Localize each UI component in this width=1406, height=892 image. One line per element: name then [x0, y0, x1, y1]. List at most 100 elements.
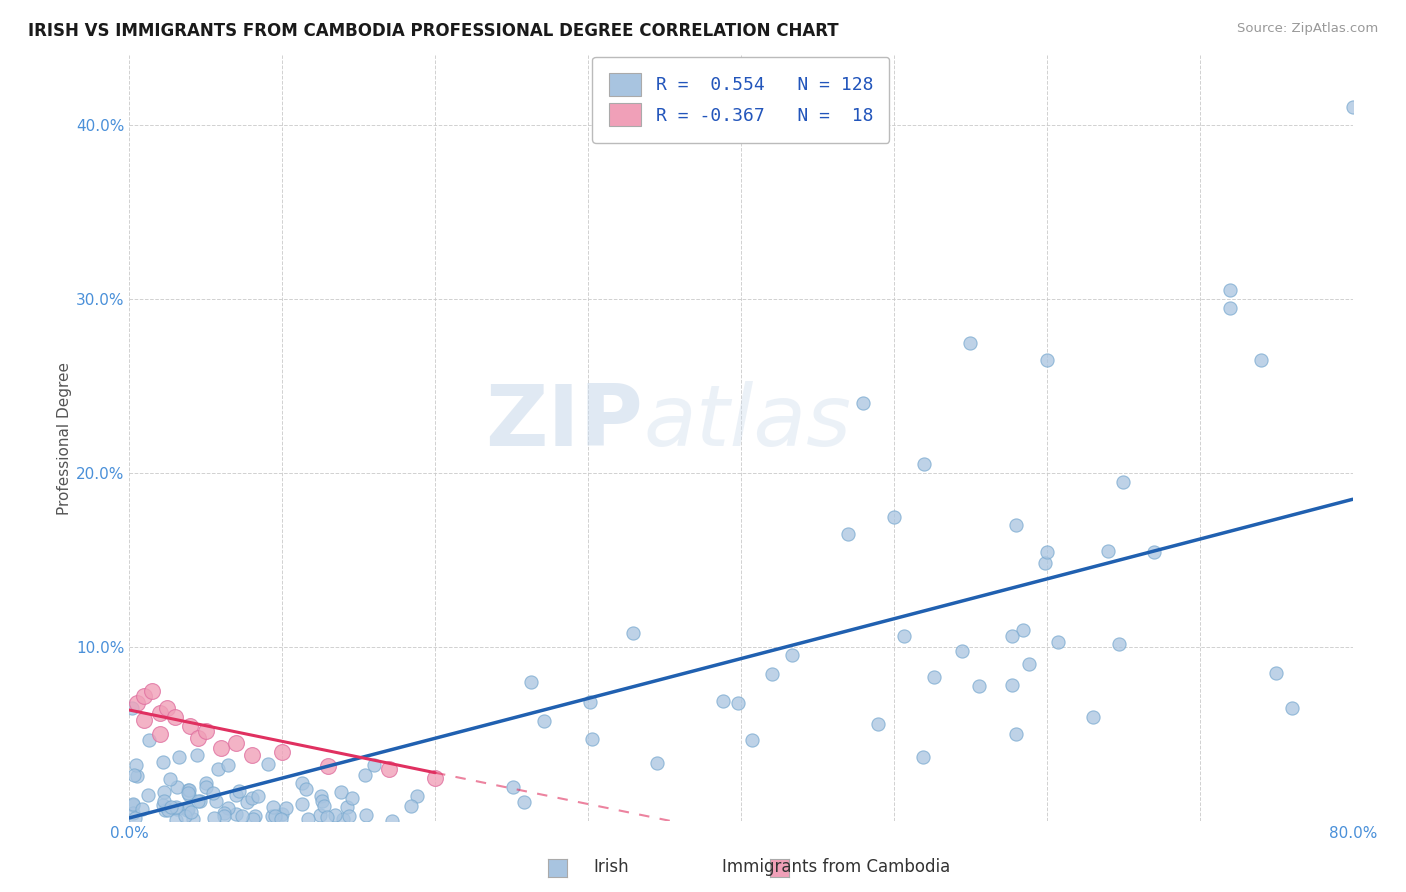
Point: [122, 797, 145, 811]
Point: [780, 648, 803, 662]
Point: [711, 694, 734, 708]
Point: [868, 716, 890, 731]
Point: [1112, 475, 1135, 489]
Point: [741, 732, 763, 747]
Point: [202, 811, 225, 825]
Point: [166, 802, 188, 816]
Point: [188, 793, 211, 807]
Point: [177, 801, 200, 815]
Point: [336, 799, 359, 814]
Point: [893, 628, 915, 642]
Point: [212, 809, 235, 823]
Point: [212, 806, 235, 821]
Point: [217, 801, 239, 815]
Point: [423, 771, 446, 785]
Point: [1001, 678, 1024, 692]
Point: [1036, 544, 1059, 558]
Point: [165, 813, 187, 827]
Point: [231, 809, 253, 823]
Point: [149, 727, 172, 741]
Point: [354, 768, 377, 782]
Point: [240, 790, 263, 805]
Point: [520, 675, 543, 690]
Point: [581, 731, 603, 746]
Point: [125, 769, 148, 783]
Point: [225, 736, 247, 750]
Point: [1341, 100, 1364, 114]
Point: [645, 756, 668, 770]
Point: [1097, 543, 1119, 558]
Point: [159, 772, 181, 786]
Point: [153, 794, 176, 808]
Point: [194, 723, 217, 738]
Point: [122, 768, 145, 782]
Point: [378, 762, 401, 776]
Point: [240, 748, 263, 763]
Point: [914, 458, 936, 472]
Point: [236, 795, 259, 809]
Point: [177, 783, 200, 797]
Point: [337, 809, 360, 823]
Point: [207, 762, 229, 776]
Point: [316, 758, 339, 772]
Text: Source: ZipAtlas.com: Source: ZipAtlas.com: [1237, 22, 1378, 36]
Point: [166, 780, 188, 794]
Point: [228, 783, 250, 797]
Point: [363, 757, 385, 772]
Point: [270, 812, 292, 826]
Point: [156, 701, 179, 715]
Point: [187, 794, 209, 808]
Point: [242, 813, 264, 827]
Point: [186, 747, 208, 762]
Point: [1265, 666, 1288, 681]
Point: [179, 719, 201, 733]
Point: [1250, 353, 1272, 368]
Point: [195, 780, 218, 794]
Point: [153, 785, 176, 799]
Text: ZIP: ZIP: [485, 382, 643, 465]
Point: [195, 776, 218, 790]
Point: [246, 789, 269, 803]
Point: [156, 803, 179, 817]
Point: [125, 696, 148, 710]
Point: [225, 788, 247, 802]
Point: [1047, 635, 1070, 649]
Point: [141, 683, 163, 698]
Point: [323, 807, 346, 822]
Point: [181, 812, 204, 826]
Point: [169, 750, 191, 764]
Point: [1143, 544, 1166, 558]
Point: [883, 509, 905, 524]
Point: [621, 626, 644, 640]
Text: Irish: Irish: [593, 858, 630, 876]
Point: [187, 731, 209, 745]
Point: [131, 802, 153, 816]
Point: [405, 789, 427, 803]
Point: [217, 758, 239, 772]
Point: [176, 787, 198, 801]
Point: [381, 814, 404, 828]
Text: IRISH VS IMMIGRANTS FROM CAMBODIA PROFESSIONAL DEGREE CORRELATION CHART: IRISH VS IMMIGRANTS FROM CAMBODIA PROFES…: [28, 22, 839, 40]
Point: [332, 812, 354, 826]
Point: [201, 786, 224, 800]
Point: [1108, 637, 1130, 651]
Point: [271, 745, 294, 759]
Point: [297, 812, 319, 826]
Point: [138, 733, 160, 747]
Point: [163, 710, 186, 724]
Point: [950, 644, 973, 658]
Point: [270, 807, 292, 822]
Y-axis label: Professional Degree: Professional Degree: [58, 362, 72, 515]
Point: [177, 783, 200, 797]
Point: [294, 782, 316, 797]
Point: [122, 805, 145, 820]
Point: [177, 788, 200, 802]
Point: [1005, 727, 1028, 741]
Point: [967, 679, 990, 693]
Point: [209, 741, 232, 756]
Point: [180, 805, 202, 819]
Point: [533, 714, 555, 728]
Point: [922, 670, 945, 684]
Point: [176, 803, 198, 817]
Point: [291, 797, 314, 811]
